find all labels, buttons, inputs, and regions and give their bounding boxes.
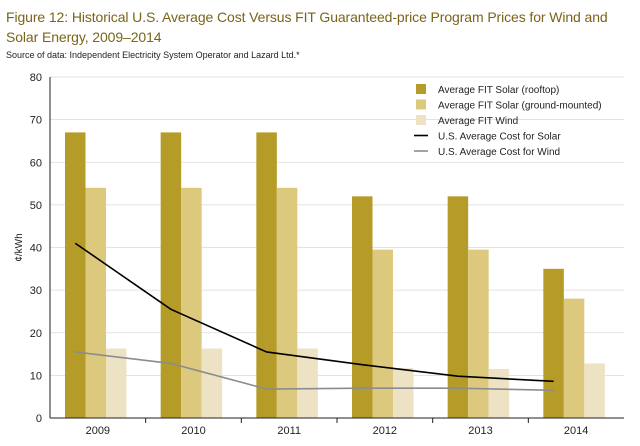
bar [488, 368, 510, 418]
bar [447, 196, 469, 418]
x-tick-label: 2013 [468, 425, 492, 437]
bar [393, 368, 414, 418]
y-tick-label: 70 [30, 115, 42, 127]
legend-swatch [416, 99, 426, 110]
y-tick-label: 20 [30, 328, 42, 340]
x-tick-label: 2011 [277, 425, 301, 437]
axes: 0 10 20 30 40 50 60 70 80 2009 2010 2011 2012 2013 201… [30, 72, 624, 437]
legend-label: Average FIT Solar (rooftop) [438, 85, 559, 96]
bar [276, 187, 298, 418]
bar [468, 249, 489, 418]
chart-title: Figure 12: Historical U.S. Average Cost … [6, 9, 608, 45]
bars [65, 132, 605, 418]
y-tick-label: 50 [30, 200, 42, 212]
x-tick-label: 2012 [373, 425, 397, 437]
series-line [75, 351, 554, 392]
x-tick-label: 2009 [86, 425, 110, 437]
bar [65, 132, 86, 418]
legend: Average FIT Solar (rooftop) Average FIT S… [414, 84, 602, 158]
legend-label: U.S. Average Cost for Wind [438, 147, 560, 158]
series-line [74, 242, 554, 383]
legend-swatch [416, 115, 426, 125]
bar [106, 348, 127, 418]
bar [352, 196, 373, 418]
y-tick-label: 30 [30, 285, 42, 297]
y-tick-label: 60 [30, 157, 42, 169]
chart-source-note: Source of data: Independent Electricity … [6, 50, 300, 60]
lines [74, 242, 554, 392]
bar [563, 298, 585, 418]
y-tick-label: 10 [30, 370, 42, 382]
bar [201, 348, 223, 418]
x-tick-label: 2010 [181, 425, 205, 437]
y-tick-label: 0 [36, 413, 42, 425]
legend-label: Average FIT Wind [438, 116, 518, 127]
gridlines [50, 76, 624, 376]
legend-label: U.S. Average Cost for Solar [438, 132, 561, 143]
bar [181, 187, 202, 418]
y-tick-label: 40 [30, 243, 42, 255]
bar [160, 132, 182, 418]
bar [297, 348, 318, 418]
bar [543, 268, 564, 418]
x-tick-label: 2014 [564, 425, 588, 437]
y-tick-label: 80 [30, 72, 42, 84]
bar [372, 249, 393, 418]
legend-label: Average FIT Solar (ground-mounted) [438, 101, 602, 112]
y-axis-label: ¢/kWh [14, 233, 25, 261]
bar [584, 363, 605, 418]
legend-swatch [416, 84, 426, 94]
bar [85, 187, 106, 418]
bar [256, 132, 277, 418]
